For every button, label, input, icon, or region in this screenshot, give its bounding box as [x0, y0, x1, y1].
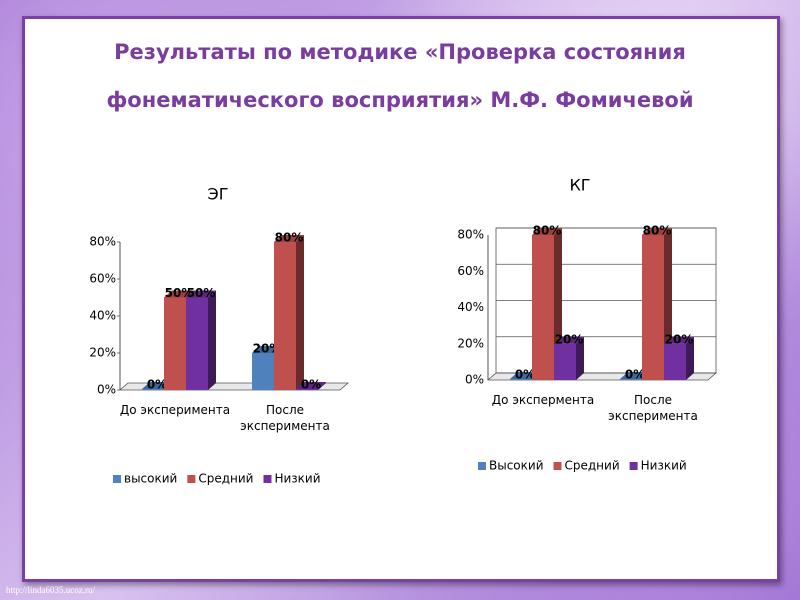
- y-tick-label: 40%: [89, 309, 116, 323]
- value-label: 80%: [643, 224, 672, 238]
- legend-label: высокий: [124, 472, 177, 486]
- value-label: 50%: [187, 286, 216, 300]
- bar-side: [576, 336, 584, 380]
- legend-label: Высокий: [489, 459, 544, 473]
- x-tick-label: После эксперимента: [608, 393, 698, 423]
- legend-swatch: [629, 462, 638, 470]
- bar-front: [164, 297, 186, 390]
- bar-top: [532, 228, 562, 235]
- x-tick-label: После эксперимента: [240, 403, 330, 433]
- y-tick-label: 80%: [89, 235, 116, 249]
- bar-front: [510, 379, 532, 380]
- bar-front: [296, 389, 318, 390]
- bar-top: [554, 336, 584, 344]
- bar-side: [318, 382, 326, 390]
- y-tick-label: 60%: [89, 272, 116, 286]
- value-label: 0%: [515, 368, 535, 382]
- chart-title: ЭГ: [208, 185, 229, 204]
- bar-front: [554, 343, 576, 380]
- y-tick-label: 0%: [97, 383, 116, 397]
- bar-front: [664, 343, 686, 380]
- value-label: 80%: [275, 231, 304, 245]
- y-tick-label: 60%: [457, 264, 484, 278]
- value-label: 50%: [165, 286, 194, 300]
- y-tick-label: 0%: [465, 373, 484, 387]
- bar-front: [642, 235, 664, 380]
- legend-label: Средний: [565, 459, 620, 473]
- value-label: 20%: [555, 332, 584, 346]
- bar-side: [208, 290, 216, 390]
- chart-title: КГ: [569, 176, 590, 195]
- bar: [296, 382, 326, 390]
- bar: [186, 290, 216, 390]
- x-tick-label: До экспермента: [491, 393, 595, 407]
- footer-url: http://linda6035.ucoz.ru/: [6, 585, 95, 595]
- bar-top: [642, 228, 672, 235]
- bar-side: [686, 336, 694, 380]
- bar-top: [274, 235, 304, 242]
- y-tick-label: 20%: [89, 346, 116, 360]
- bar-front: [532, 235, 554, 380]
- legend-label: Низкий: [641, 459, 687, 473]
- x-tick-label: До эксперимента: [119, 403, 231, 417]
- bar-front: [620, 379, 642, 380]
- y-tick-label: 40%: [457, 300, 484, 314]
- bar-side: [296, 235, 304, 390]
- legend-label: Средний: [198, 472, 253, 486]
- bar-front: [274, 242, 296, 390]
- legend-swatch: [113, 475, 121, 483]
- bar-front: [252, 353, 274, 390]
- legend-swatch: [187, 475, 196, 483]
- bar: [554, 336, 584, 380]
- x-tick-label-box: После эксперимента: [608, 393, 698, 423]
- x-tick-label-box: До экспермента: [491, 393, 595, 407]
- bar-front: [186, 297, 208, 390]
- legend-swatch: [553, 462, 562, 470]
- legend-label: Низкий: [274, 472, 320, 486]
- bar-top: [296, 382, 326, 389]
- bar: [664, 336, 694, 380]
- value-label: 0%: [147, 378, 167, 392]
- value-label: 80%: [533, 224, 562, 238]
- bar-top: [664, 336, 694, 344]
- bar-top: [164, 290, 194, 298]
- bar-top: [186, 290, 216, 298]
- bar: [274, 235, 304, 390]
- bar-front: [142, 389, 164, 390]
- y-tick-label: 80%: [457, 228, 484, 242]
- legend-swatch: [263, 475, 272, 483]
- value-label: 0%: [301, 378, 321, 392]
- value-label: 20%: [665, 332, 694, 346]
- x-tick-label-box: До эксперимента: [119, 403, 231, 417]
- value-label: 0%: [625, 368, 645, 382]
- x-tick-label-box: После эксперимента: [240, 403, 330, 433]
- legend-swatch: [478, 462, 486, 470]
- y-tick-label: 20%: [457, 336, 484, 350]
- slide-title: Результаты по методике «Проверка состоян…: [106, 40, 694, 112]
